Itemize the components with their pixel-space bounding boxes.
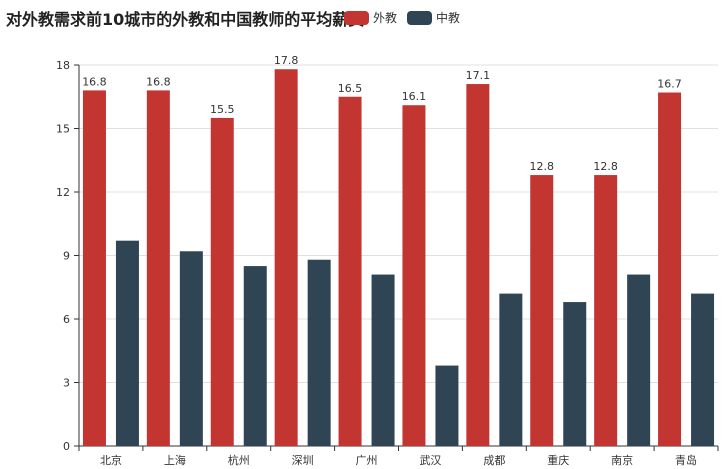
data-label-series0-3: 17.8 xyxy=(274,54,299,67)
data-label-series0-8: 12.8 xyxy=(593,160,618,173)
data-label-series0-4: 16.5 xyxy=(338,82,363,95)
x-tick-label-2: 杭州 xyxy=(228,453,250,467)
data-label-series0-0: 16.8 xyxy=(82,75,107,88)
y-tick-label-6: 18 xyxy=(56,59,70,72)
bar-series0-9 xyxy=(658,92,682,447)
bar-series1-9 xyxy=(691,293,715,446)
bar-series0-5 xyxy=(402,105,426,446)
bar-series0-1 xyxy=(146,90,170,447)
data-label-series0-9: 16.7 xyxy=(657,78,682,91)
x-tick-label-3: 深圳 xyxy=(292,454,314,467)
x-tick-label-6: 成都 xyxy=(483,454,505,467)
bar-series0-6 xyxy=(466,84,490,447)
y-tick-label-3: 9 xyxy=(63,250,70,263)
y-tick-label-2: 6 xyxy=(63,313,70,326)
y-tick-label-5: 15 xyxy=(56,123,70,136)
x-tick-label-1: 上海 xyxy=(164,453,186,467)
y-tick-label-1: 3 xyxy=(63,377,70,390)
data-label-series0-7: 12.8 xyxy=(530,160,555,173)
bar-series1-1 xyxy=(179,251,203,446)
legend-item-foreign[interactable]: 外教 xyxy=(344,9,397,26)
data-label-series0-5: 16.1 xyxy=(402,90,427,103)
bar-series0-8 xyxy=(594,175,618,447)
data-label-series0-6: 17.1 xyxy=(466,69,491,82)
bar-series1-2 xyxy=(243,266,267,446)
bar-series1-4 xyxy=(371,274,395,446)
bar-series1-7 xyxy=(563,302,587,446)
x-tick-label-8: 南京 xyxy=(611,453,633,467)
bar-series0-4 xyxy=(338,96,362,446)
bar-series1-6 xyxy=(499,293,523,446)
bar-series0-3 xyxy=(274,69,298,446)
bar-series1-0 xyxy=(115,240,139,446)
bar-series1-5 xyxy=(435,365,459,446)
bar-series0-2 xyxy=(210,117,234,447)
legend-swatch-china xyxy=(407,10,432,25)
legend-label-china: 中教 xyxy=(436,11,461,25)
x-tick-label-0: 北京 xyxy=(100,453,122,467)
x-tick-label-5: 武汉 xyxy=(419,454,441,467)
legend-item-china[interactable]: 中教 xyxy=(407,9,460,26)
bar-series0-0 xyxy=(82,90,106,447)
bar-series1-3 xyxy=(307,259,331,446)
legend-swatch-foreign xyxy=(344,10,369,25)
y-tick-label-0: 0 xyxy=(63,440,70,453)
x-tick-label-4: 广州 xyxy=(356,454,378,467)
x-tick-label-9: 青岛 xyxy=(675,453,697,467)
y-tick-label-4: 12 xyxy=(56,186,70,199)
data-label-series0-2: 15.5 xyxy=(210,103,235,116)
legend-label-foreign: 外教 xyxy=(373,11,398,25)
data-label-series0-1: 16.8 xyxy=(146,75,171,88)
x-tick-label-7: 重庆 xyxy=(547,453,569,467)
bar-series0-7 xyxy=(530,175,554,447)
chart-title: 对外教需求前10城市的外教和中国教师的平均薪资 xyxy=(6,10,365,29)
bar-series1-8 xyxy=(627,274,651,446)
